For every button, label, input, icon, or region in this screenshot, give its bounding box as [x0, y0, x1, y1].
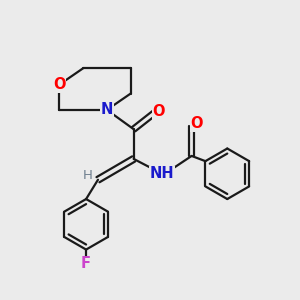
Text: NH: NH — [150, 166, 174, 181]
Text: O: O — [53, 77, 66, 92]
Text: N: N — [101, 102, 113, 117]
Text: O: O — [191, 116, 203, 131]
Text: O: O — [153, 104, 165, 119]
Text: H: H — [82, 169, 92, 182]
Text: F: F — [81, 256, 91, 271]
